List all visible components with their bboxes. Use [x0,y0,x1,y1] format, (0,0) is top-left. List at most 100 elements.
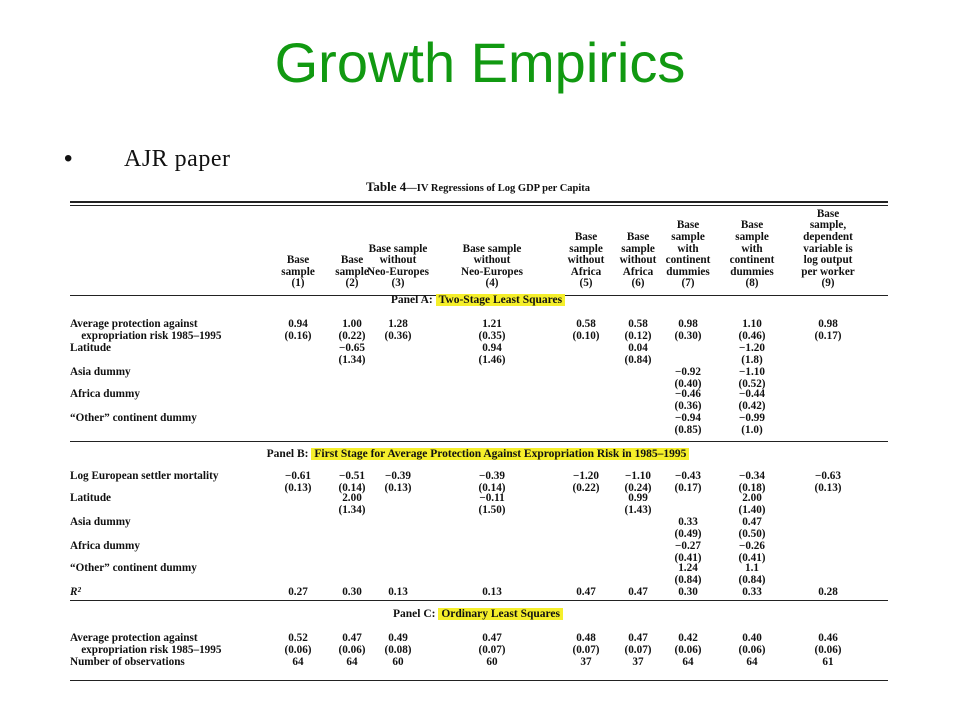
cell-value: (1.46) [478,354,506,366]
cell-value: (0.16) [284,330,312,342]
table-cell: −0.94 (0.85) [658,412,718,436]
column-header-line: variable is [803,242,853,255]
cell-value: 0.48 [576,632,596,644]
table-cell: −1.20 (1.8) [722,342,782,366]
column-header-line: Base [340,254,364,267]
row-label: Asia dummy [70,366,131,378]
column-header-line: dependent [803,230,853,243]
table-cell: −0.46 (0.36) [658,388,718,412]
cell-value: 0.98 [678,318,698,330]
cell-value: 0.47 [628,632,648,644]
cell-value: −0.51 [339,470,365,482]
bullet-text: AJR paper [124,146,231,172]
cell-value: −0.65 [339,342,365,354]
cell-value: −0.43 [675,470,701,482]
row-label: Latitude [70,342,111,354]
panel-prefix: Panel C: [393,608,439,620]
column-header-line: Base [816,207,840,220]
cell-value: 0.47 [742,516,762,528]
cell-value: 0.04 [628,342,648,354]
column-header-line: sample [281,265,315,278]
cell-value: (0.06) [674,644,702,656]
row-label-line: Africa dummy [70,388,140,400]
cell-value: 0.49 [388,632,408,644]
table-cell: −0.39 (0.14) [447,470,537,494]
cell-value: (0.17) [814,330,842,342]
cell-value: 1.1 [745,562,759,574]
table-cell: 2.00 (1.40) [722,492,782,516]
cell-value: (0.06) [814,644,842,656]
row-label-line: Latitude [70,342,112,354]
column-header-line: dummies [666,265,710,278]
cell-value: (1.8) [741,354,763,366]
table-cell: −0.65 (1.34) [330,342,374,366]
table-cell: 0.13 [447,586,537,598]
cell-value: (0.10) [572,330,600,342]
cell-value: 0.33 [678,516,698,528]
cell-value: (0.06) [284,644,312,656]
row-label-line: expropriation risk 1985–1995 [70,644,222,656]
table-rule [70,680,888,681]
table-cell: −0.63 (0.13) [797,470,859,494]
cell-value: 60 [392,656,404,668]
column-header-line: sample [671,230,705,243]
panel-c-header: Panel C: Ordinary Least Squares [64,608,892,620]
table-cell: 0.58 (0.10) [563,318,609,342]
cell-value: (0.50) [738,528,766,540]
column-header-line: sample [335,265,369,278]
cell-value: 0.98 [818,318,838,330]
cell-value: −0.46 [675,388,701,400]
table-cell: 0.98 (0.30) [658,318,718,342]
row-label: Average protection against expropriation… [70,318,221,342]
cell-value: 0.40 [742,632,762,644]
column-header-line: (5) [579,277,593,290]
column-header-line: per worker [801,265,855,278]
cell-value: 0.58 [576,318,596,330]
cell-value: −0.39 [479,470,505,482]
table-cell: 64 [658,656,718,668]
cell-value: −0.99 [739,412,765,424]
cell-value: (0.40) [674,378,702,390]
table-cell: 0.94 (1.46) [447,342,537,366]
table-cell: 0.94 (0.16) [272,318,324,342]
table-title-main: Table 4 [365,179,407,194]
column-header-line: (9) [821,277,835,290]
table-cell: 37 [563,656,609,668]
cell-value: 64 [682,656,694,668]
cell-value: (1.0) [741,424,763,436]
table-cell: 0.28 [797,586,859,598]
regression-table: Table 4—IV Regressions of Log GDP per Ca… [64,176,892,684]
cell-value: 60 [486,656,498,668]
column-header-line: Africa [570,265,602,278]
table-cell: −0.43 (0.17) [658,470,718,494]
table-cell: −1.20 (0.22) [563,470,609,494]
row-label: Africa dummy [70,540,140,552]
table-cell: −1.10 (0.52) [722,366,782,390]
table-cell: 0.13 [353,586,443,598]
row-label-line: Asia dummy [70,516,131,528]
cell-value: −0.26 [739,540,765,552]
table-cell: 0.49 (0.08) [353,632,443,656]
table-cell: 0.47 (0.07) [447,632,537,656]
table-cell: 0.30 [658,586,718,598]
table-cell: −0.61 (0.13) [272,470,324,494]
table-cell: 1.21 (0.35) [447,318,537,342]
row-label-line: Log European settler mortality [70,470,219,482]
table-cell: −0.99 (1.0) [722,412,782,436]
column-header-line: (7) [681,277,695,290]
cell-value: 64 [346,656,358,668]
table-cell: 0.40 (0.06) [722,632,782,656]
table-cell: 0.27 [272,586,324,598]
cell-value: 0.28 [818,586,838,598]
cell-value: (0.08) [384,644,412,656]
column-header: Base sample without Africa (6) [615,231,661,290]
cell-value: 64 [292,656,304,668]
column-header-line: sample [569,242,603,255]
cell-value: (0.85) [674,424,702,436]
table-cell: 64 [722,656,782,668]
table-cell: 0.46 (0.06) [797,632,859,656]
column-header: Base sample, dependent variable is log outpu… [797,207,859,290]
cell-value: (0.17) [674,482,702,494]
cell-value: (0.14) [338,482,366,494]
column-header-line: (1) [291,277,305,290]
